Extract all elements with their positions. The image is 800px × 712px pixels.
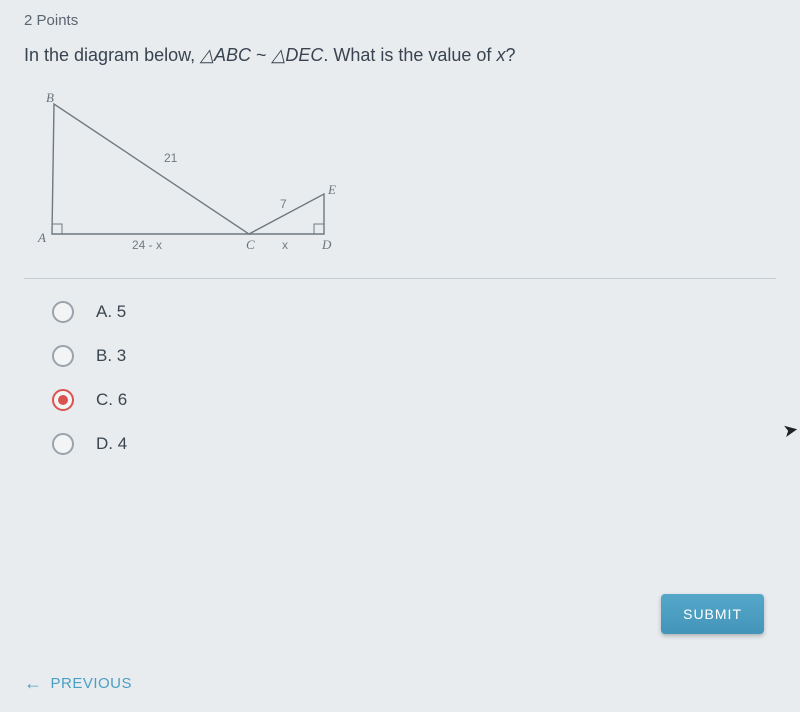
label-d: D [321, 237, 332, 252]
right-angle-d [314, 224, 324, 234]
points-label: 2 Points [24, 12, 776, 29]
question-tri1: △ABC [200, 45, 251, 65]
triangle-abc [52, 104, 249, 234]
label-side-ac: 24 - x [132, 238, 162, 252]
question-tilde: ~ [251, 45, 272, 65]
question-suffix: . What is the value of [323, 45, 496, 65]
label-a: A [37, 230, 46, 245]
choice-b-label: B. 3 [96, 346, 126, 366]
arrow-left-icon: ← [24, 673, 43, 694]
question-tri2: △DEC [271, 45, 323, 65]
choice-a[interactable]: A. 5 [52, 301, 776, 323]
previous-link[interactable]: ← PREVIOUS [24, 673, 132, 694]
label-b: B [46, 90, 54, 105]
question-prefix: In the diagram below, [24, 45, 200, 65]
diagram: B A C D E 21 24 - x x 7 [24, 84, 384, 264]
radio-c[interactable] [52, 389, 74, 411]
choice-c[interactable]: C. 6 [52, 389, 776, 411]
label-side-cd: x [282, 238, 288, 252]
submit-button[interactable]: SUBMIT [661, 594, 764, 634]
question-qmark: ? [505, 45, 515, 65]
choice-a-label: A. 5 [96, 302, 126, 322]
choice-c-label: C. 6 [96, 390, 127, 410]
cursor-icon: ➤ [781, 419, 800, 442]
right-angle-a [52, 224, 62, 234]
label-c: C [246, 237, 255, 252]
choices-list: A. 5 B. 3 C. 6 D. 4 [24, 301, 776, 455]
choice-b[interactable]: B. 3 [52, 345, 776, 367]
label-side-bc: 21 [164, 151, 178, 165]
label-e: E [327, 182, 336, 197]
divider [24, 278, 776, 279]
radio-a[interactable] [52, 301, 74, 323]
label-side-ce: 7 [280, 197, 287, 211]
choice-d-label: D. 4 [96, 434, 127, 454]
radio-b[interactable] [52, 345, 74, 367]
choice-d[interactable]: D. 4 [52, 433, 776, 455]
previous-label: PREVIOUS [51, 675, 133, 692]
radio-d[interactable] [52, 433, 74, 455]
question-text: In the diagram below, △ABC ~ △DEC. What … [24, 43, 776, 68]
